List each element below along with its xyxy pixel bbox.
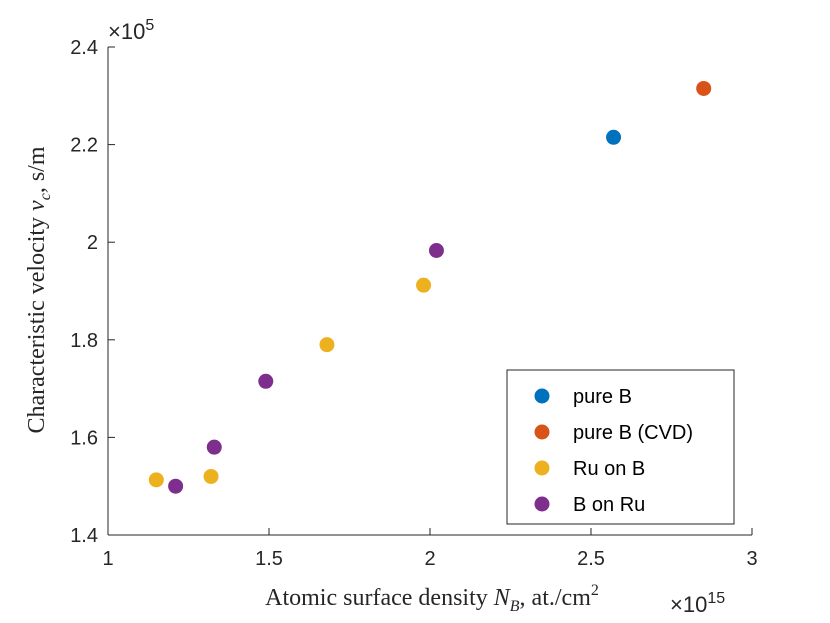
- legend-entry: pure B (CVD): [573, 422, 693, 444]
- data-point: [696, 80, 712, 96]
- data-point: [206, 439, 222, 455]
- x-axis-multiplier: ×1015: [670, 590, 725, 617]
- y-tick-label: 1.4: [70, 525, 98, 547]
- y-axis-multiplier: ×105: [108, 17, 154, 44]
- data-point: [203, 468, 219, 484]
- y-tick-label: 1.6: [70, 427, 98, 449]
- legend: pure B pure B (CVD) Ru on B B on Ru: [506, 369, 735, 525]
- data-point: [148, 472, 164, 488]
- data-point: [319, 337, 335, 353]
- data-points: [148, 80, 712, 494]
- x-tick-label: 1.5: [255, 548, 283, 570]
- legend-entry: pure B: [573, 386, 632, 408]
- data-point: [168, 478, 184, 494]
- legend-entry: B on Ru: [573, 494, 645, 516]
- data-point: [428, 242, 444, 258]
- legend-marker: [534, 496, 550, 512]
- y-tick-label: 2.4: [70, 37, 98, 59]
- legend-marker: [534, 460, 550, 476]
- y-tick-label: 2.2: [70, 135, 98, 157]
- legend-marker: [534, 388, 550, 404]
- x-tick-label: 3: [746, 548, 757, 570]
- axis-ticks: 1 1.5 2 2.5 3 1.4 1.6 1.8 2 2.2 2.4: [70, 37, 757, 570]
- x-axis-label: Atomic surface density NB, at./cm2: [265, 582, 599, 615]
- data-point: [416, 277, 432, 293]
- y-tick-label: 2: [87, 232, 98, 254]
- legend-entry: Ru on B: [573, 458, 645, 480]
- data-point: [258, 373, 274, 389]
- y-axis-label: Characteristic velocity vc, s/m: [24, 146, 54, 433]
- x-tick-label: 2.5: [577, 548, 605, 570]
- data-point: [606, 129, 622, 145]
- x-tick-label: 2: [424, 548, 435, 570]
- legend-marker: [534, 424, 550, 440]
- x-tick-label: 1: [102, 548, 113, 570]
- y-tick-label: 1.8: [70, 330, 98, 352]
